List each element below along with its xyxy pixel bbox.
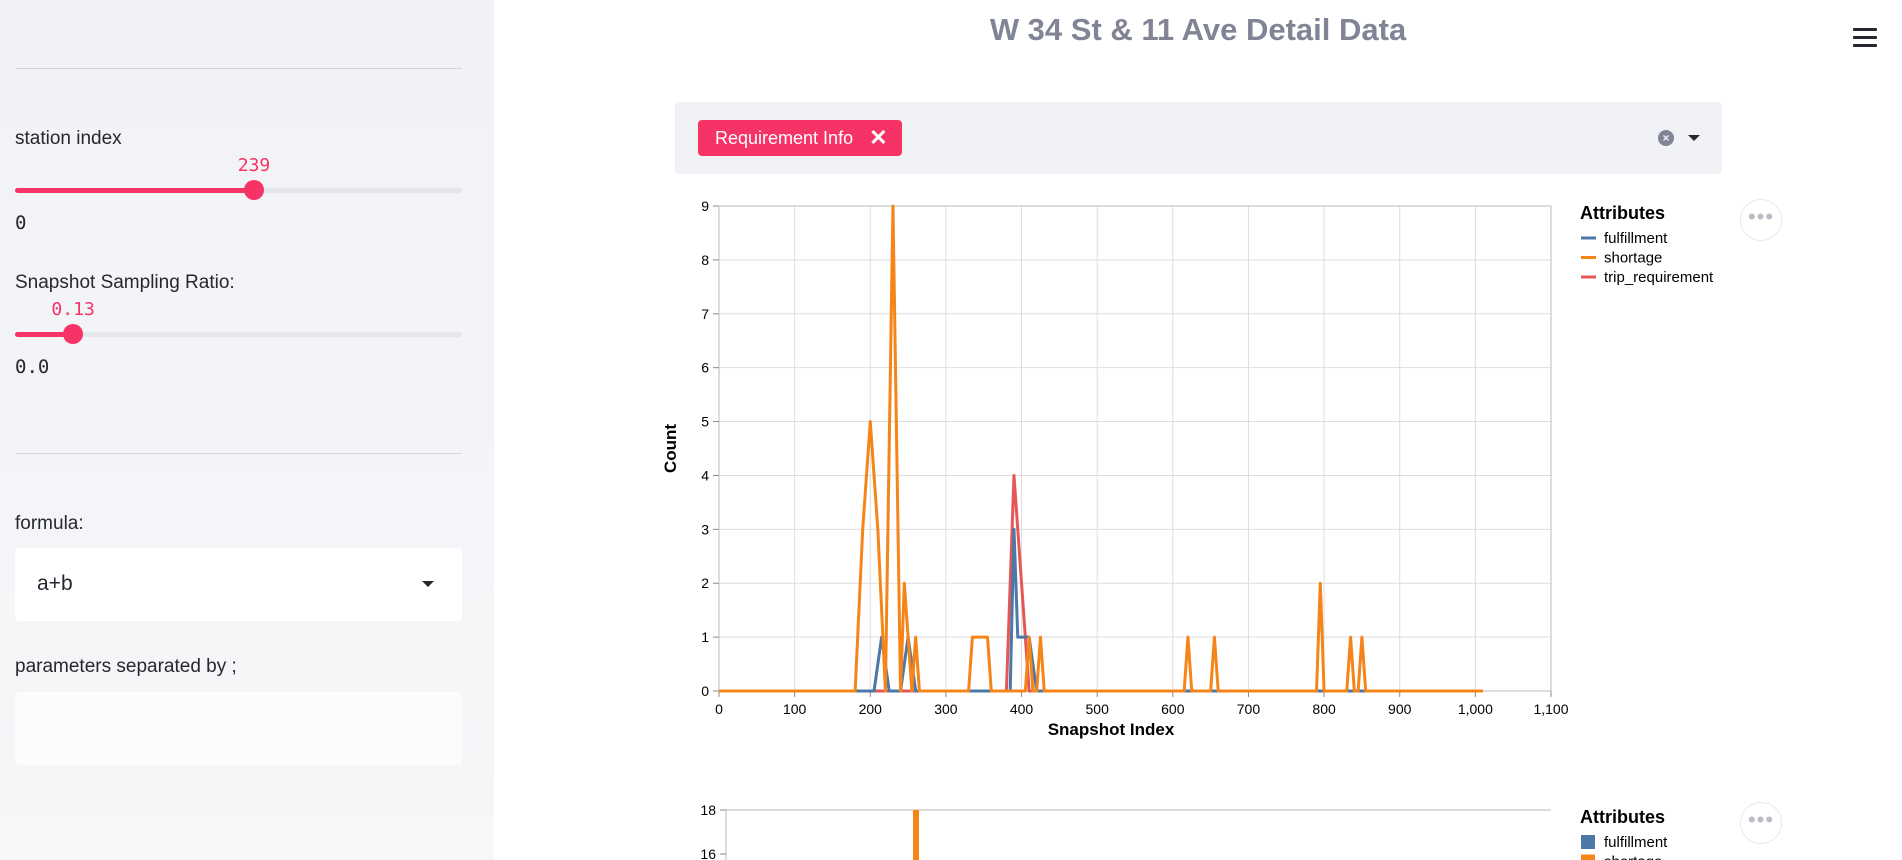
sidebar-divider [15,453,462,454]
plot-frame [718,205,1552,692]
y-tick-label: 16 [700,846,716,860]
sampling-ratio-min: 0.0 [15,356,50,378]
attribute-multiselect[interactable]: Requirement Info ✕ × [675,102,1722,174]
station-index-min: 0 [15,212,27,234]
clear-icon[interactable]: × [1658,130,1674,146]
tag-label: Requirement Info [715,128,854,148]
x-tick-label: 800 [1312,701,1336,717]
y-tick-label: 3 [701,521,709,537]
station-index-slider-thumb[interactable] [244,180,264,200]
y-tick-label: 1 [701,629,709,645]
y-tick-label: 9 [701,198,709,214]
close-icon[interactable]: ✕ [869,125,888,150]
main-area: W 34 St & 11 Ave Detail Data [494,0,1902,860]
x-tick-label: 200 [859,701,883,717]
series-line-shortage [719,204,1483,693]
page-title: W 34 St & 11 Ave Detail Data [989,12,1407,47]
x-tick-label: 1,000 [1458,701,1493,717]
legend-label: trip_requirement [1604,269,1714,286]
station-index-value: 239 [237,155,271,176]
legend-label: fulfillment [1604,834,1668,851]
x-tick-label: 500 [1086,701,1110,717]
station-index-label: station index [15,128,122,149]
sampling-ratio-slider-fill [15,332,74,337]
station-index-slider-fill [15,188,254,193]
sidebar-divider [15,68,462,69]
legend-label: fulfillment [1604,230,1668,247]
y-tick-label: 5 [701,414,709,430]
chevron-down-icon[interactable] [1688,135,1700,141]
series-line-fulfillment [719,527,1483,693]
chart-actions-button[interactable]: ••• [1740,802,1782,844]
formula-selected-value: a+b [37,572,73,595]
legend-label: shortage [1604,250,1662,267]
parameters-label: parameters separated by ; [15,656,237,677]
formula-label: formula: [15,513,84,534]
x-tick-label: 1,100 [1533,701,1568,717]
x-tick-label: 900 [1388,701,1412,717]
formula-select[interactable]: a+b [15,548,462,621]
y-tick-label: 4 [701,467,709,483]
sampling-ratio-value: 0.13 [51,299,95,320]
chart-grid [718,205,1552,692]
legend-swatch [1581,835,1595,849]
sampling-ratio-label: Snapshot Sampling Ratio: [15,272,235,293]
x-tick-label: 300 [934,701,958,717]
tag-requirement-info: Requirement Info ✕ [698,120,902,156]
y-tick-label: 8 [701,252,709,268]
x-tick-label: 600 [1161,701,1185,717]
x-tick-label: 100 [783,701,807,717]
legend-swatch [1581,854,1595,860]
y-tick-label: 7 [701,306,709,322]
menu-icon[interactable] [1853,28,1877,48]
bar-chart: 18 16 Attributes fulfillment shortage [700,802,1668,860]
legend-title: Attributes [1580,807,1665,827]
sampling-ratio-slider[interactable] [15,324,462,344]
line-chart: 0 100 200 300 400 500 600 700 800 900 1,000 1,100 0 1… [661,198,1714,739]
station-index-slider[interactable] [15,180,462,200]
chevron-down-icon [422,581,434,587]
x-tick-label: 400 [1010,701,1034,717]
y-tick-label: 6 [701,360,709,376]
legend-title: Attributes [1580,203,1665,223]
y-axis-label: Count [661,424,680,473]
parameters-input[interactable] [15,692,462,765]
x-tick-label: 700 [1237,701,1261,717]
y-tick-label: 2 [701,575,709,591]
y-tick-label: 0 [701,683,709,699]
sampling-ratio-slider-thumb[interactable] [63,324,84,344]
chart-actions-button[interactable]: ••• [1740,199,1782,241]
sidebar: station index 239 0 447 Snapshot Samplin… [0,0,494,860]
y-tick-label: 18 [700,802,716,818]
legend-label: shortage [1604,854,1662,860]
bar-shortage [913,810,919,860]
x-axis-label: Snapshot Index [1048,720,1175,739]
x-tick-label: 0 [715,701,723,717]
